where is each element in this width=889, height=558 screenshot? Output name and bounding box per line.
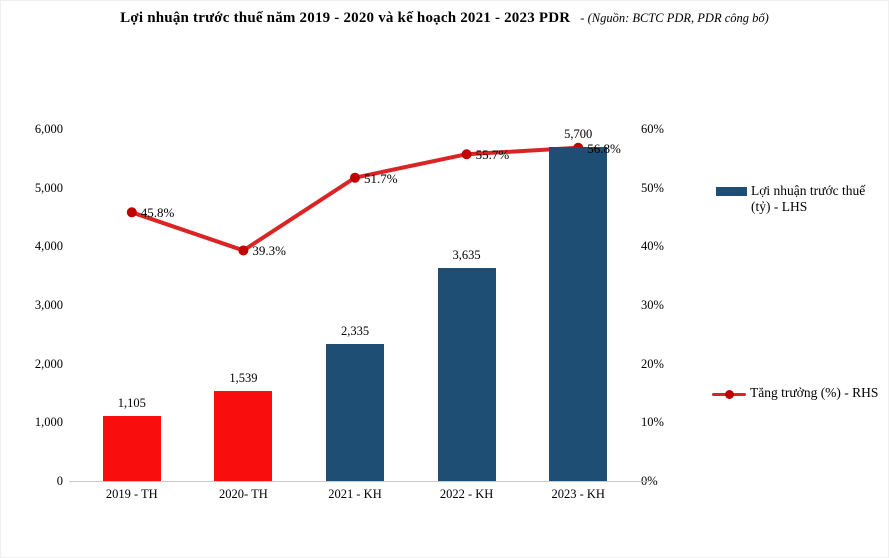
bar-2021-kh (326, 344, 384, 481)
y-axis-right-tick-label: 0% (641, 474, 658, 488)
bar-2020-th (214, 390, 273, 481)
chart-source-note: - (Nguồn: BCTC PDR, PDR công bố) (580, 11, 769, 25)
legend-item-growth: Tăng trưởng (%) - RHS (712, 385, 878, 402)
x-axis-line (69, 481, 649, 482)
legend-label-growth: Tăng trưởng (%) - RHS (750, 385, 879, 400)
legend-line-swatch (712, 386, 746, 402)
y-axis-right-tick-label: 20% (641, 356, 664, 371)
legend-bar-swatch (716, 187, 747, 196)
y-axis-left-tick-label: 0 (56, 474, 63, 488)
bar-2023-kh (549, 146, 608, 481)
y-axis-right-tick-label: 40% (641, 239, 664, 254)
bar-value-label: 1,539 (229, 370, 258, 385)
growth-line (129, 145, 581, 253)
y-axis-right-tick-label: 30% (641, 298, 664, 312)
legend-line-marker (725, 390, 734, 399)
y-axis-right-tick-label: 10% (641, 415, 664, 430)
x-axis-category-label: 2023 - KH (551, 487, 605, 501)
legend-item-profit: Lợi nhuận trước thuế (tỷ) - LHS (716, 183, 886, 215)
bar-value-label: 2,335 (340, 324, 370, 338)
x-axis-category-label: 2019 - TH (105, 487, 158, 501)
y-axis-left-tick-label: 3,000 (34, 298, 63, 312)
bar-value-label: 1,105 (117, 396, 146, 411)
bar-value-label: 5,700 (564, 126, 593, 141)
line-value-label: 51.7% (364, 170, 398, 186)
y-axis-right-tick-label: 50% (641, 180, 664, 195)
chart-header: Lợi nhuận trước thuế năm 2019 - 2020 và … (1, 9, 888, 27)
y-axis-left-tick-label: 1,000 (34, 415, 63, 430)
y-axis-left-tick-label: 4,000 (34, 239, 63, 254)
x-axis-category-label: 2020- TH (219, 487, 268, 501)
line-marker (126, 207, 137, 218)
y-axis-left-tick-label: 2,000 (34, 356, 63, 371)
chart-legend: Lợi nhuận trước thuế (tỷ) - LHS Tăng trư… (708, 1, 886, 557)
y-axis-left-tick-label: 6,000 (34, 122, 63, 136)
chart-title: Lợi nhuận trước thuế năm 2019 - 2020 và … (120, 10, 571, 26)
y-axis-right-tick-label: 60% (641, 122, 664, 136)
line-marker (238, 245, 249, 256)
x-axis-category-label: 2022 - KH (439, 487, 494, 501)
x-axis-category-label: 2021 - KH (328, 487, 382, 501)
line-value-label: 56.8% (587, 140, 621, 156)
y-axis-left-tick-label: 5,000 (34, 180, 63, 195)
line-value-label: 39.3% (252, 243, 286, 259)
legend-label-profit: Lợi nhuận trước thuế (tỷ) - LHS (751, 183, 866, 214)
bar-2019-th (102, 416, 161, 481)
bar-value-label: 3,635 (452, 247, 481, 262)
line-value-label: 55.7% (475, 147, 510, 163)
line-marker (350, 172, 360, 183)
line-marker (461, 149, 472, 160)
line-value-label: 45.8% (140, 205, 175, 221)
bar-2022-kh (437, 267, 496, 481)
